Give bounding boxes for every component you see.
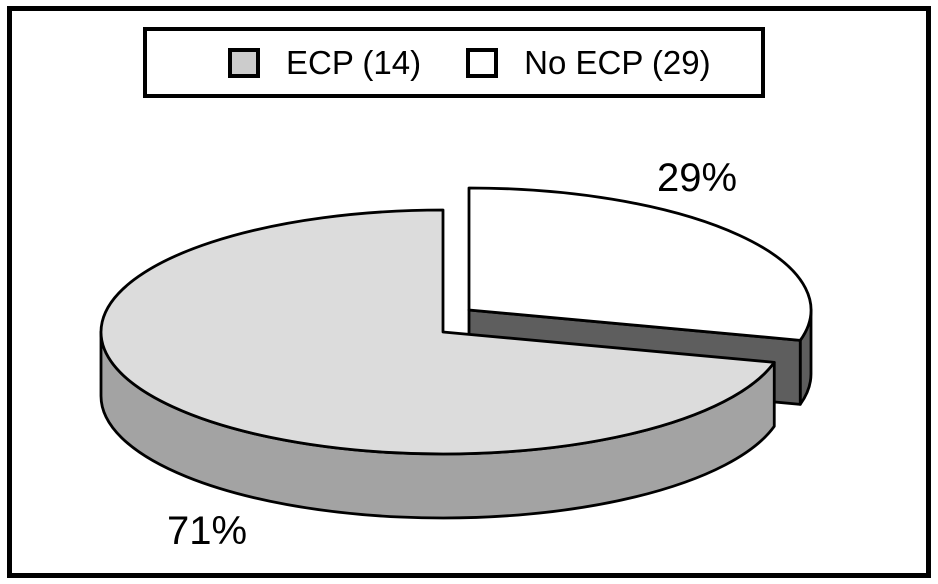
legend-swatch-ecp bbox=[228, 47, 260, 78]
legend-label-ecp: ECP (14) bbox=[286, 44, 422, 81]
figure-frame bbox=[7, 6, 931, 578]
legend-label-no-ecp: No ECP (29) bbox=[524, 44, 711, 81]
pie-slice-ecp-top bbox=[99, 208, 776, 456]
slice-label-ecp: 71% bbox=[166, 509, 248, 553]
slice-label-no-ecp: 29% bbox=[656, 156, 738, 200]
legend-item-no-ecp: No ECP (29) bbox=[466, 44, 711, 81]
chart-legend: ECP (14) No ECP (29) bbox=[143, 27, 765, 98]
legend-swatch-no-ecp bbox=[466, 47, 499, 78]
legend-item-ecp: ECP (14) bbox=[228, 46, 421, 79]
pie-slice-no-ecp-top bbox=[467, 186, 813, 342]
